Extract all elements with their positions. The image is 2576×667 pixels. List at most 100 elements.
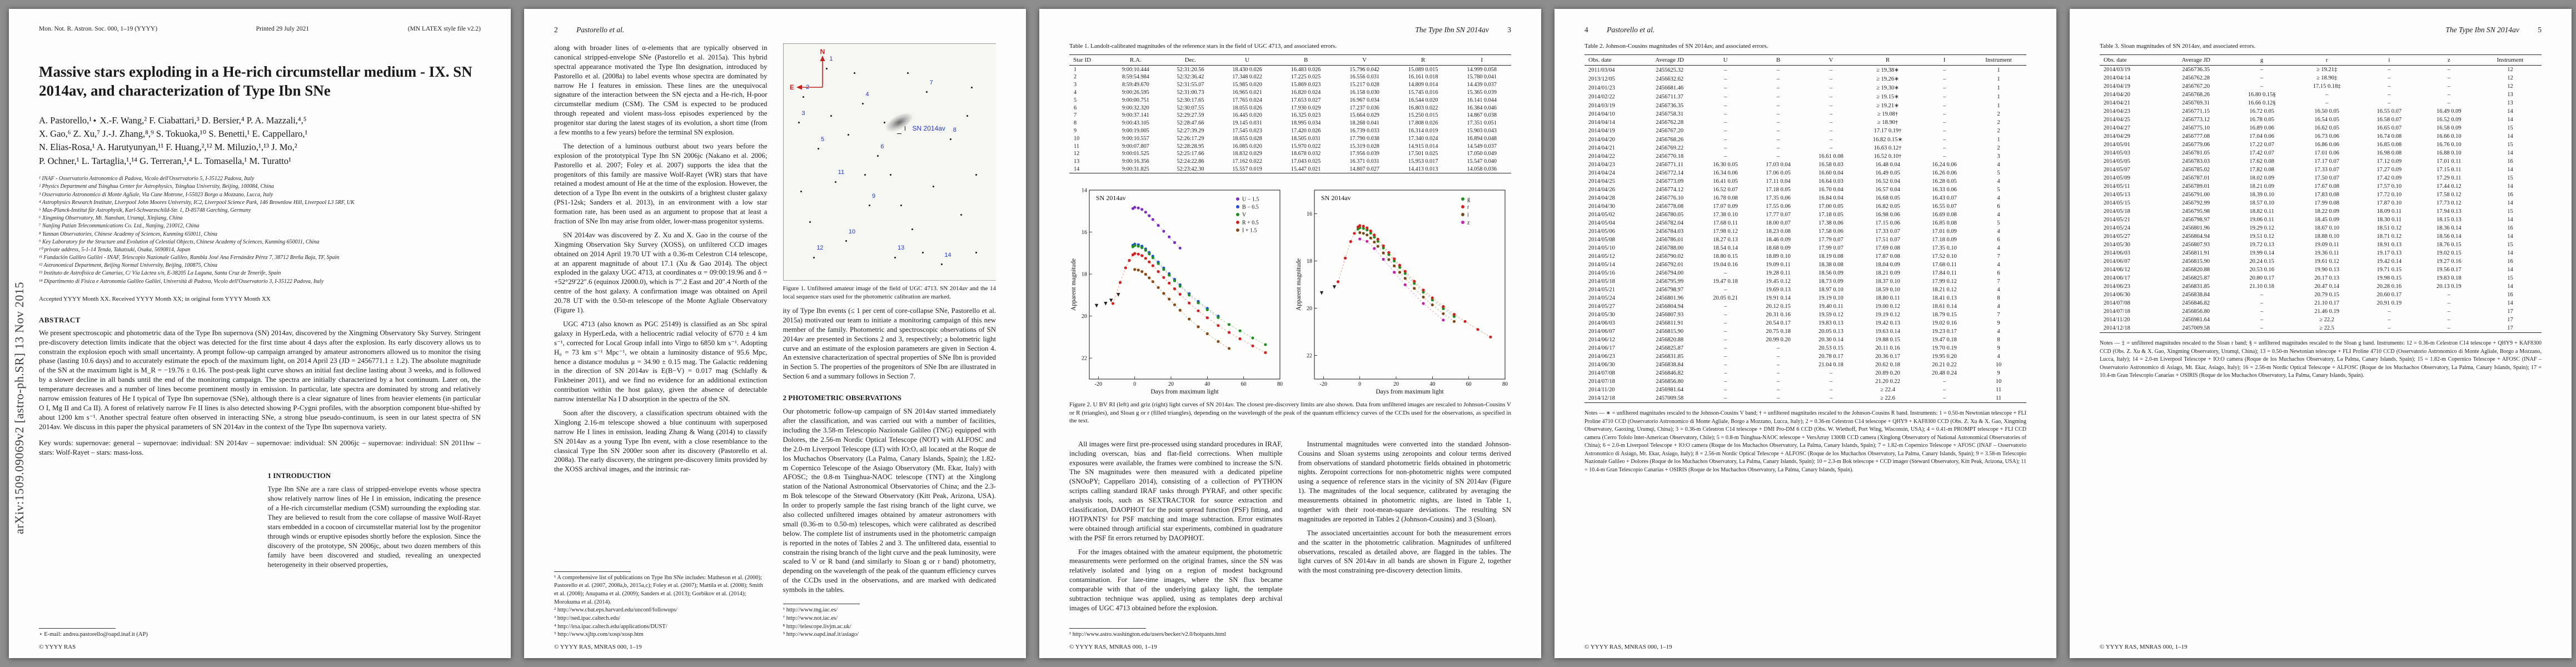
table-cell: – [1776,362,1780,369]
table-cell: – [1776,102,1780,109]
table3-note: Notes — ‡ = unfiltered magnitudes rescal… [2100,340,2542,379]
table-row: 2014/05/21 2456798.97 – 19.69 0.13 18.97 0.1… [1585,286,2026,294]
footnote-block: ⋆ E-mail: andrea.pastorello@oapd.inaf.it… [39,625,252,639]
paper-title: Massive stars exploding in a He-rich cir… [39,63,472,99]
svg-text:B − 0.5: B − 0.5 [1242,205,1259,211]
table-cell: 2456788.00 [1656,245,1684,252]
table-cell: 16.43 0.07 [1932,195,1957,202]
table-cell: 17.15 0.11 [2437,167,2462,173]
table-cell: – [2388,308,2391,315]
copyright-footer: © YYYY RAS, MNRAS 000, 1–19 [1069,644,1157,650]
table-cell: 16.544 0.020 [1408,97,1438,103]
table-cell: 16.76 0.10 [2436,142,2462,148]
table-cell: 2014/05/27 [1588,303,1615,310]
table-header-row: Star ID R.A. Dec. U B V R I [1069,54,1511,66]
affiliation: ¹⁴ Dipartimento di Fisica e Astronomia G… [39,278,324,285]
table-cell: 2014/04/20 [1588,136,1615,143]
table-cell: 2456736.35 [2182,67,2210,73]
table-cell: 14.439 0.037 [1467,82,1497,88]
table-cell: ≥ 19.21∗ [1876,103,1899,109]
table-cell: 2456801.96 [2182,225,2210,232]
table-row: 2014/04/27 2456775.10 16.89 0.06 16.62 0.05… [2100,124,2542,132]
star-number: 4 [865,91,869,98]
table-cell: 16.803 0.022 [1408,104,1438,111]
table-cell: 5 [1997,187,2000,193]
table-cell: 18.57 0.10 [2249,200,2274,207]
table-cell: – [1723,145,1727,152]
table-cell: 10 [1995,362,2002,369]
table-cell: – [1723,93,1727,100]
table-cell: 19.61 0.12 [2314,258,2339,265]
table-cell: 20.28 0.16 [2376,283,2402,290]
table-row: 2014/04/20 2456768.26 16.80 0.15§ – – – 13 [2100,91,2542,99]
table-cell: – [2447,83,2450,90]
table-cell: 16.88 0.10 [2436,150,2462,157]
table-cell: 4 [1997,287,2000,293]
table-cell: 16 [2507,225,2513,232]
table-cell: 18.46 0.09 [1766,237,1791,243]
table-cell: I [1452,54,1511,66]
host-galaxy [881,108,916,136]
table-row: 2014/04/19 2456767.20 – 17.15 0.18‡ – – 12 [2100,82,2542,91]
table-row: 2014/04/29 2456777.08 17.04 0.06 16.73 0.06… [2100,132,2542,141]
copyright-footer: © YYYY RAS, MNRAS 000, 1–19 [1585,644,1672,650]
table-cell: 52:28:28.95 [1177,143,1204,150]
table-cell: 17.04 0.06 [2249,133,2274,140]
svg-text:20: 20 [1082,313,1087,320]
table-cell: 16.66 0.10 [2436,133,2462,140]
table-cell: 9 [1074,127,1077,134]
table-cell: 17.99 0.07 [1818,245,1843,252]
table-cell: 19.27 0.16 [2436,258,2462,265]
star-dot [921,252,924,253]
table-cell: 2456794.00 [1656,270,1684,277]
table-cell: 17.29 0.11 [2437,175,2462,182]
table-cell: 16.73 0.06 [2314,133,2339,140]
table-row: 2014/06/12 2456820.88 20.53 0.16 19.90 0.13… [2100,266,2542,274]
table-cell: 2456771.15 [2182,108,2210,115]
table-cell: 16.314 0.019 [1408,127,1438,134]
table-cell: 16.49 0.09 [2436,108,2462,115]
table-cell: – [1723,379,1727,385]
table-cell: 17.15 0.18‡ [2313,83,2341,90]
table-cell: 2014/03/19 [1588,102,1615,109]
table-cell: 9:00:10.557 [1122,135,1149,142]
table-cell: 11 [1995,395,2002,402]
table-cell: 2014/04/19 [2104,83,2130,90]
table-cell: 16.34 0.06 [1713,170,1738,177]
table-cell: 20.30 0.14 [1818,337,1843,344]
table-row: 9 9:00:19.005 52:27:39.29 17.545 0.023 17.42… [1069,127,1511,135]
table-cell: 13 [1074,158,1080,165]
table-cell: 2014/04/28 [1588,195,1615,202]
svg-text:U − 1.5: U − 1.5 [1242,197,1259,203]
table-cell: 9:00:16.356 [1122,158,1149,165]
table-cell: 20.48 0.24 [1932,370,1957,377]
table-cell: 20.24 0.15 [2249,258,2274,265]
table-cell: 19.45 0.12 [1766,278,1791,285]
star-dot [926,91,928,93]
table-cell: 16.483 0.026 [1291,66,1321,73]
table-cell: 18.02 0.09 [2249,175,2274,182]
table-cell: 17 [2507,308,2513,315]
table-cell: 2014/04/10 [1588,111,1615,118]
svg-text:22: 22 [1307,353,1312,359]
table-cell: 17.15 0.06 [1875,220,1900,227]
table-cell: 19.98 0.15 [2376,275,2402,282]
table-cell: 18.430 0.026 [1232,66,1262,73]
table-cell: 19.02 0.16 [1932,320,1957,327]
table-cell: – [1942,120,1946,126]
table-cell: 16.98 0.08 [2376,150,2402,157]
table-cell: 7 [1074,112,1077,119]
table-cell: 18.21 0.12 [1932,287,1957,293]
affiliation: ⁹ Key Laboratory for the Structure and E… [39,238,320,245]
table-cell: 14 [2507,250,2513,257]
table-cell: 2014/05/11 [2104,183,2130,190]
table-cell: 14.807 0.027 [1349,166,1379,172]
table-cell: – [1723,287,1727,293]
star-number: 11 [838,169,845,176]
page-4: 4 Pastorello et al. Table 2. Johnson-Cou… [1554,9,2056,658]
figure2: -20 0 20 40 60 80 14 16 18 20 22 U − 1.5 B − 0.5 V R +… [1069,185,1511,397]
star-dot [834,181,836,183]
table-row: 2014/07/18 2456856.80 – 21.46 0.19 – – 17 [2100,307,2542,316]
table-cell: 7 [1997,312,2000,318]
svg-text:SN 2014av: SN 2014av [1321,194,1351,202]
